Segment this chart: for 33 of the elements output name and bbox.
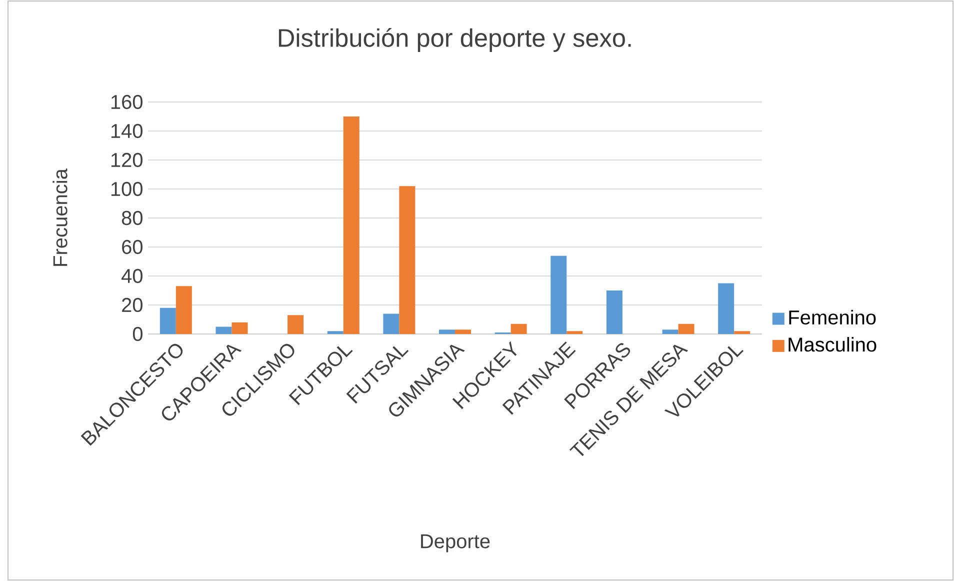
bar: [327, 331, 344, 334]
bar: [662, 330, 678, 334]
bar: [176, 286, 192, 334]
chart-title: Distribución por deporte y sexo.: [278, 28, 631, 52]
legend-label: Masculino: [788, 337, 876, 352]
bar: [455, 330, 472, 334]
bar: [399, 186, 416, 334]
y-tick-label: 40: [122, 268, 142, 284]
y-tick-label: 80: [122, 210, 142, 226]
bar: [606, 290, 622, 334]
y-tick-label: 160: [111, 94, 142, 110]
bar: [343, 116, 360, 334]
y-tick-label: 100: [111, 182, 142, 196]
y-tick-label: 0: [132, 326, 143, 342]
bar: [160, 308, 176, 334]
bar: [216, 326, 232, 334]
bar: [678, 324, 694, 334]
bar: [288, 315, 304, 334]
y-tick-label: 140: [111, 124, 142, 138]
y-tick-label: 20: [122, 298, 142, 312]
bar: [510, 324, 527, 334]
bar: [566, 331, 583, 334]
y-axis-title: Frecuencia: [52, 168, 68, 266]
bar: [718, 283, 734, 334]
legend-label: Femenino: [789, 310, 876, 325]
x-axis-title: Deporte: [421, 534, 490, 552]
bar: [383, 314, 400, 334]
bar: [439, 330, 455, 334]
bar: [232, 322, 248, 334]
y-tick-label: 60: [122, 240, 142, 254]
y-tick-label: 120: [111, 152, 142, 168]
bar: [550, 256, 567, 334]
bar: [734, 331, 750, 334]
